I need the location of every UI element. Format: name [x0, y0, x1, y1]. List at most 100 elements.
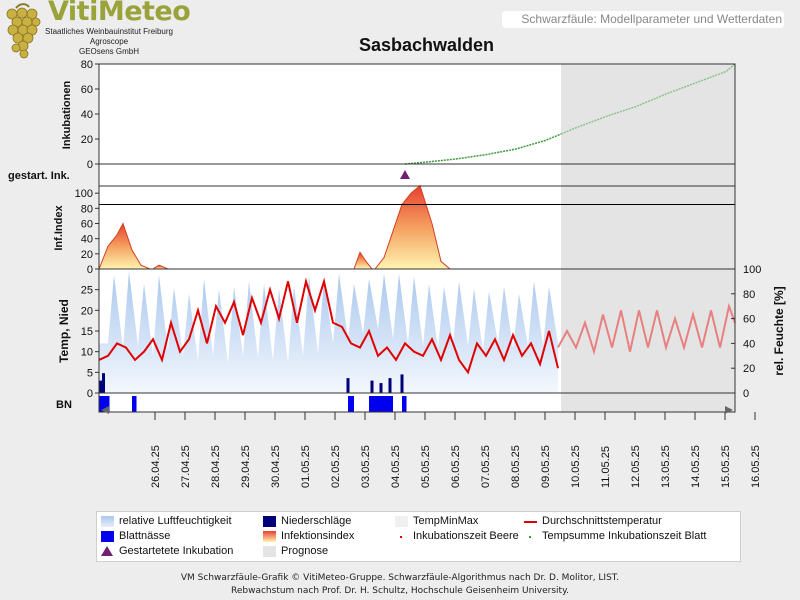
forecast-temperature-line: [557, 302, 736, 356]
institute-line-1: Staatliches Weinbauinstitut Freiburg: [45, 27, 173, 36]
legend-label: relative Luftfeuchtigkeit: [119, 515, 232, 527]
temperature-tick-label: 0: [87, 388, 93, 400]
chart-title: Sasbachwalden: [358, 35, 495, 55]
footer-credit-line-2: Rebwachstum nach Prof. Dr. H. Schultz, H…: [231, 586, 569, 596]
x-tick-label: 06.05.25: [450, 445, 462, 488]
legend-label: Durchschnittstemperatur: [542, 515, 662, 527]
humidity-tick-label: 40: [743, 338, 755, 350]
incubation-tick-label: 60: [81, 84, 93, 96]
incubation-tick-label: 40: [81, 109, 93, 121]
humidity-tick-label: 100: [743, 264, 761, 276]
x-tick-label: 14.05.25: [690, 445, 702, 488]
incubation-tick-label: 0: [87, 159, 93, 171]
x-tick-label: 30.04.25: [270, 445, 282, 488]
humidity-tick-label: 60: [743, 314, 755, 326]
x-tick-label: 11.05.25: [600, 446, 612, 488]
legend-swatch-dot-red: [400, 536, 402, 538]
humidity-tick-label: 20: [743, 363, 755, 375]
legend-label: Tempsumme Inkubationszeit Blatt: [542, 530, 707, 542]
legend-swatch-triangle: [101, 546, 113, 556]
scroll-left-icon: [101, 406, 109, 414]
leaf-wetness-bar: [402, 396, 407, 412]
x-tick-label: 01.05.25: [300, 445, 312, 488]
legend-label: Prognose: [281, 545, 329, 557]
legend-swatch-tempminmax: [395, 516, 408, 527]
legend-label: Inkubationszeit Beere: [413, 530, 519, 542]
incubation-tick-label: 20: [81, 134, 93, 146]
infection-axis-label: Inf.Index: [53, 205, 65, 251]
precip-bar: [370, 380, 374, 393]
temperature-tick-label: 10: [81, 347, 93, 359]
x-tick-label: 10.05.25: [570, 445, 582, 488]
x-tick-label: 05.05.25: [420, 445, 432, 488]
x-tick-label: 04.05.25: [390, 445, 402, 488]
infection-tick-label: 80: [81, 203, 93, 215]
precip-bar: [346, 378, 350, 393]
institute-line-3: GEOsens GmbH: [78, 47, 139, 56]
legend-swatch-forecast: [263, 546, 276, 557]
legend-label: Niederschläge: [281, 515, 352, 527]
page-subtitle: Schwarzfäule: Modellparameter und Wetter…: [502, 11, 784, 28]
humidity-tick-label: 0: [743, 388, 749, 400]
x-tick-label: 12.05.25: [630, 445, 642, 488]
leaf-wetness-bar: [132, 396, 137, 412]
legend-swatch-dot-green: [529, 536, 531, 538]
plot-frame: [98, 63, 736, 413]
scroll-right-icon: [725, 406, 733, 414]
infection-tick-label: 100: [75, 188, 93, 200]
legend-swatch-precip: [263, 516, 276, 527]
leaf-wetness-bar: [348, 396, 354, 412]
temperature-tick-label: 15: [81, 326, 93, 338]
incubation-line: [404, 133, 562, 165]
weather-left-axis-label: Temp, Nied: [57, 299, 71, 363]
incubation-tick-label: 80: [81, 59, 93, 71]
app-logo-text: VitiMeteo: [48, 0, 191, 27]
x-tick-label: 08.05.25: [510, 445, 522, 488]
x-tick-label: 27.04.25: [180, 445, 192, 488]
legend-label: Blattnässe: [119, 530, 171, 542]
x-tick-label: 29.04.25: [240, 445, 252, 488]
x-tick-label: 16.05.25: [750, 445, 762, 488]
precip-bar: [102, 373, 105, 393]
chart-legend: relative Luftfeuchtigkeit Niederschläge Te…: [96, 511, 741, 562]
legend-swatch-leafwet: [101, 531, 114, 542]
leaf-wetness-bar: [99, 396, 110, 412]
precip-bar: [388, 378, 392, 393]
leaf-wetness-axis-label: BN: [56, 399, 72, 411]
incubation-axis-label: Inkubationen: [61, 81, 73, 150]
legend-swatch-infection: [263, 531, 276, 542]
precip-bar: [400, 374, 404, 393]
infection-tick-label: 0: [87, 264, 93, 276]
legend-label: TempMinMax: [413, 515, 479, 527]
x-tick-label: 02.05.25: [330, 445, 342, 488]
x-tick-label: 13.05.25: [660, 445, 672, 488]
legend-swatch-line-red: [524, 521, 537, 523]
infection-tick-label: 60: [81, 219, 93, 231]
infection-index-area: [373, 184, 452, 270]
footer-credit-line-1: VM Schwarzfäule-Grafik © VitiMeteo-Grupp…: [180, 573, 620, 583]
institute-line-2: Agroscope: [89, 37, 129, 46]
temperature-tick-label: 25: [81, 285, 93, 297]
infection-tick-label: 40: [81, 234, 93, 246]
started-incubation-marker: [400, 170, 410, 179]
forecast-incubation-line: [560, 63, 736, 135]
x-tick-label: 07.05.25: [480, 445, 492, 488]
started-incubation-axis-label: gestart. Ink.: [8, 170, 70, 182]
weather-right-axis-label: rel. Feuchte [%]: [772, 286, 786, 375]
humidity-tick-label: 80: [743, 289, 755, 301]
humidity-area: [99, 271, 558, 393]
infection-tick-label: 20: [81, 249, 93, 261]
forecast-shade: [561, 64, 735, 412]
temperature-tick-label: 20: [81, 305, 93, 317]
x-tick-label: 28.04.25: [210, 445, 222, 488]
grape-logo-icon: [6, 3, 41, 59]
temperature-tick-label: 5: [87, 367, 93, 379]
x-tick-label: 09.05.25: [540, 445, 552, 488]
leaf-wetness-bar: [369, 396, 393, 412]
legend-swatch-humidity: [101, 516, 114, 527]
x-tick-label: 26.04.25: [150, 445, 162, 488]
legend-label: Gestartetete Inkubation: [119, 545, 234, 557]
x-tick-label: 15.05.25: [720, 445, 732, 488]
infection-index-area: [98, 222, 151, 270]
